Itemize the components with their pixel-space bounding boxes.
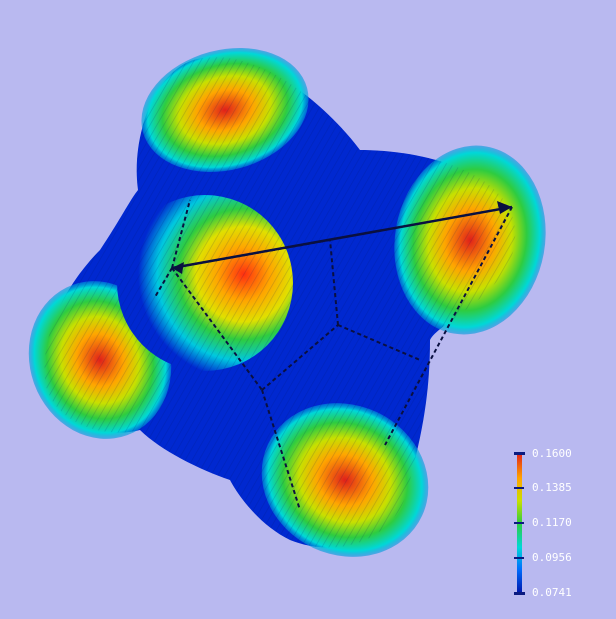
scale-label-3: 0.1170 (532, 516, 572, 529)
color-scale-bar (514, 452, 525, 595)
scale-label-max: 0.1600 (532, 447, 572, 460)
color-scale-legend: 0.1600 0.1385 0.1170 0.0956 0.0741 (514, 448, 604, 599)
scale-label-4: 0.0956 (532, 551, 572, 564)
scale-label-min: 0.0741 (532, 586, 572, 599)
wireframe (154, 199, 513, 511)
vector-arrowhead (172, 201, 512, 274)
spike-texture (44, 57, 516, 548)
scale-label-2: 0.1385 (532, 481, 572, 494)
